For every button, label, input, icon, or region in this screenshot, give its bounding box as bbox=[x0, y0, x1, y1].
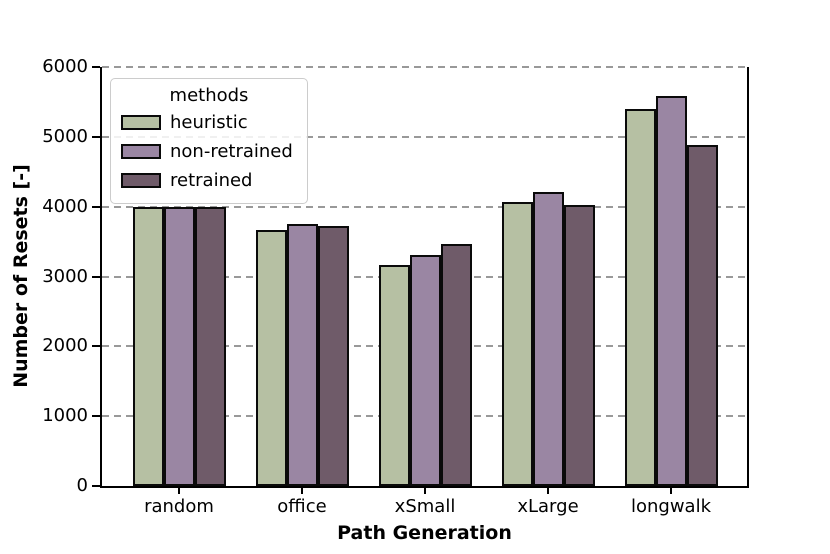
x-tick-random bbox=[178, 486, 180, 494]
y-tick-0 bbox=[92, 485, 100, 487]
y-axis-label: Number of Resets [-] bbox=[10, 164, 32, 388]
legend-entry: non-retrained bbox=[121, 137, 297, 166]
y-tick-5000 bbox=[92, 135, 100, 138]
gridline-5000 bbox=[102, 135, 747, 138]
y-tick-label-6000: 6000 bbox=[42, 56, 88, 77]
y-tick-label-5000: 5000 bbox=[42, 125, 88, 147]
bar-random-non-retrained bbox=[163, 206, 195, 486]
x-tick-label-longwalk: longwalk bbox=[630, 496, 712, 517]
y-tick-6000 bbox=[92, 66, 100, 68]
y-tick-label-4000: 4000 bbox=[42, 195, 88, 217]
bar-xLarge-heuristic bbox=[501, 202, 533, 486]
legend-entry: retrained bbox=[121, 166, 297, 195]
legend-swatch-non-retrained bbox=[121, 144, 161, 159]
legend-label: retrained bbox=[170, 170, 253, 191]
x-tick-label-xLarge: xLarge bbox=[517, 496, 579, 517]
bar-longwalk-heuristic bbox=[624, 108, 656, 486]
bar-office-heuristic bbox=[255, 229, 287, 486]
bar-office-retrained bbox=[317, 225, 349, 486]
y-tick-4000 bbox=[92, 205, 100, 208]
bar-xLarge-retrained bbox=[563, 205, 595, 486]
y-tick-label-1000: 1000 bbox=[42, 405, 88, 427]
x-axis-label: Path Generation bbox=[337, 522, 512, 544]
x-tick-xSmall bbox=[424, 486, 426, 494]
y-tick-label-0: 0 bbox=[76, 475, 88, 496]
legend-swatch-heuristic bbox=[121, 115, 161, 130]
legend: methods heuristic non-retrained retraine… bbox=[110, 78, 308, 204]
gridline-4000 bbox=[102, 205, 747, 208]
legend-entry: heuristic bbox=[121, 108, 297, 137]
bar-random-heuristic bbox=[132, 206, 164, 486]
x-tick-label-random: random bbox=[144, 496, 214, 517]
y-tick-2000 bbox=[92, 345, 100, 348]
bar-random-retrained bbox=[194, 206, 226, 486]
x-tick-xLarge bbox=[547, 486, 549, 494]
y-tick-label-3000: 3000 bbox=[42, 265, 88, 287]
plot-area: 0 1000 2000 3000 4000 5000 6000 random office xSm… bbox=[42, 56, 749, 544]
legend-title: methods bbox=[169, 85, 249, 106]
x-tick-longwalk bbox=[670, 486, 672, 494]
legend-label: non-retrained bbox=[170, 141, 293, 162]
y-tick-1000 bbox=[92, 415, 100, 418]
bar-office-non-retrained bbox=[286, 224, 318, 486]
bar-xSmall-heuristic bbox=[378, 265, 410, 486]
x-tick-label-office: office bbox=[277, 496, 327, 517]
y-tick-label-2000: 2000 bbox=[42, 335, 88, 357]
bar-xSmall-retrained bbox=[440, 244, 472, 486]
x-tick-office bbox=[301, 486, 303, 494]
legend-swatch-retrained bbox=[121, 173, 161, 188]
bar-longwalk-non-retrained bbox=[655, 95, 687, 486]
bar-xSmall-non-retrained bbox=[409, 254, 441, 486]
bar-xLarge-non-retrained bbox=[532, 192, 564, 486]
gridline-6000 bbox=[102, 66, 747, 68]
x-tick-label-xSmall: xSmall bbox=[394, 496, 456, 517]
y-tick-3000 bbox=[92, 275, 100, 278]
legend-label: heuristic bbox=[170, 112, 248, 133]
bar-longwalk-retrained bbox=[686, 144, 718, 486]
